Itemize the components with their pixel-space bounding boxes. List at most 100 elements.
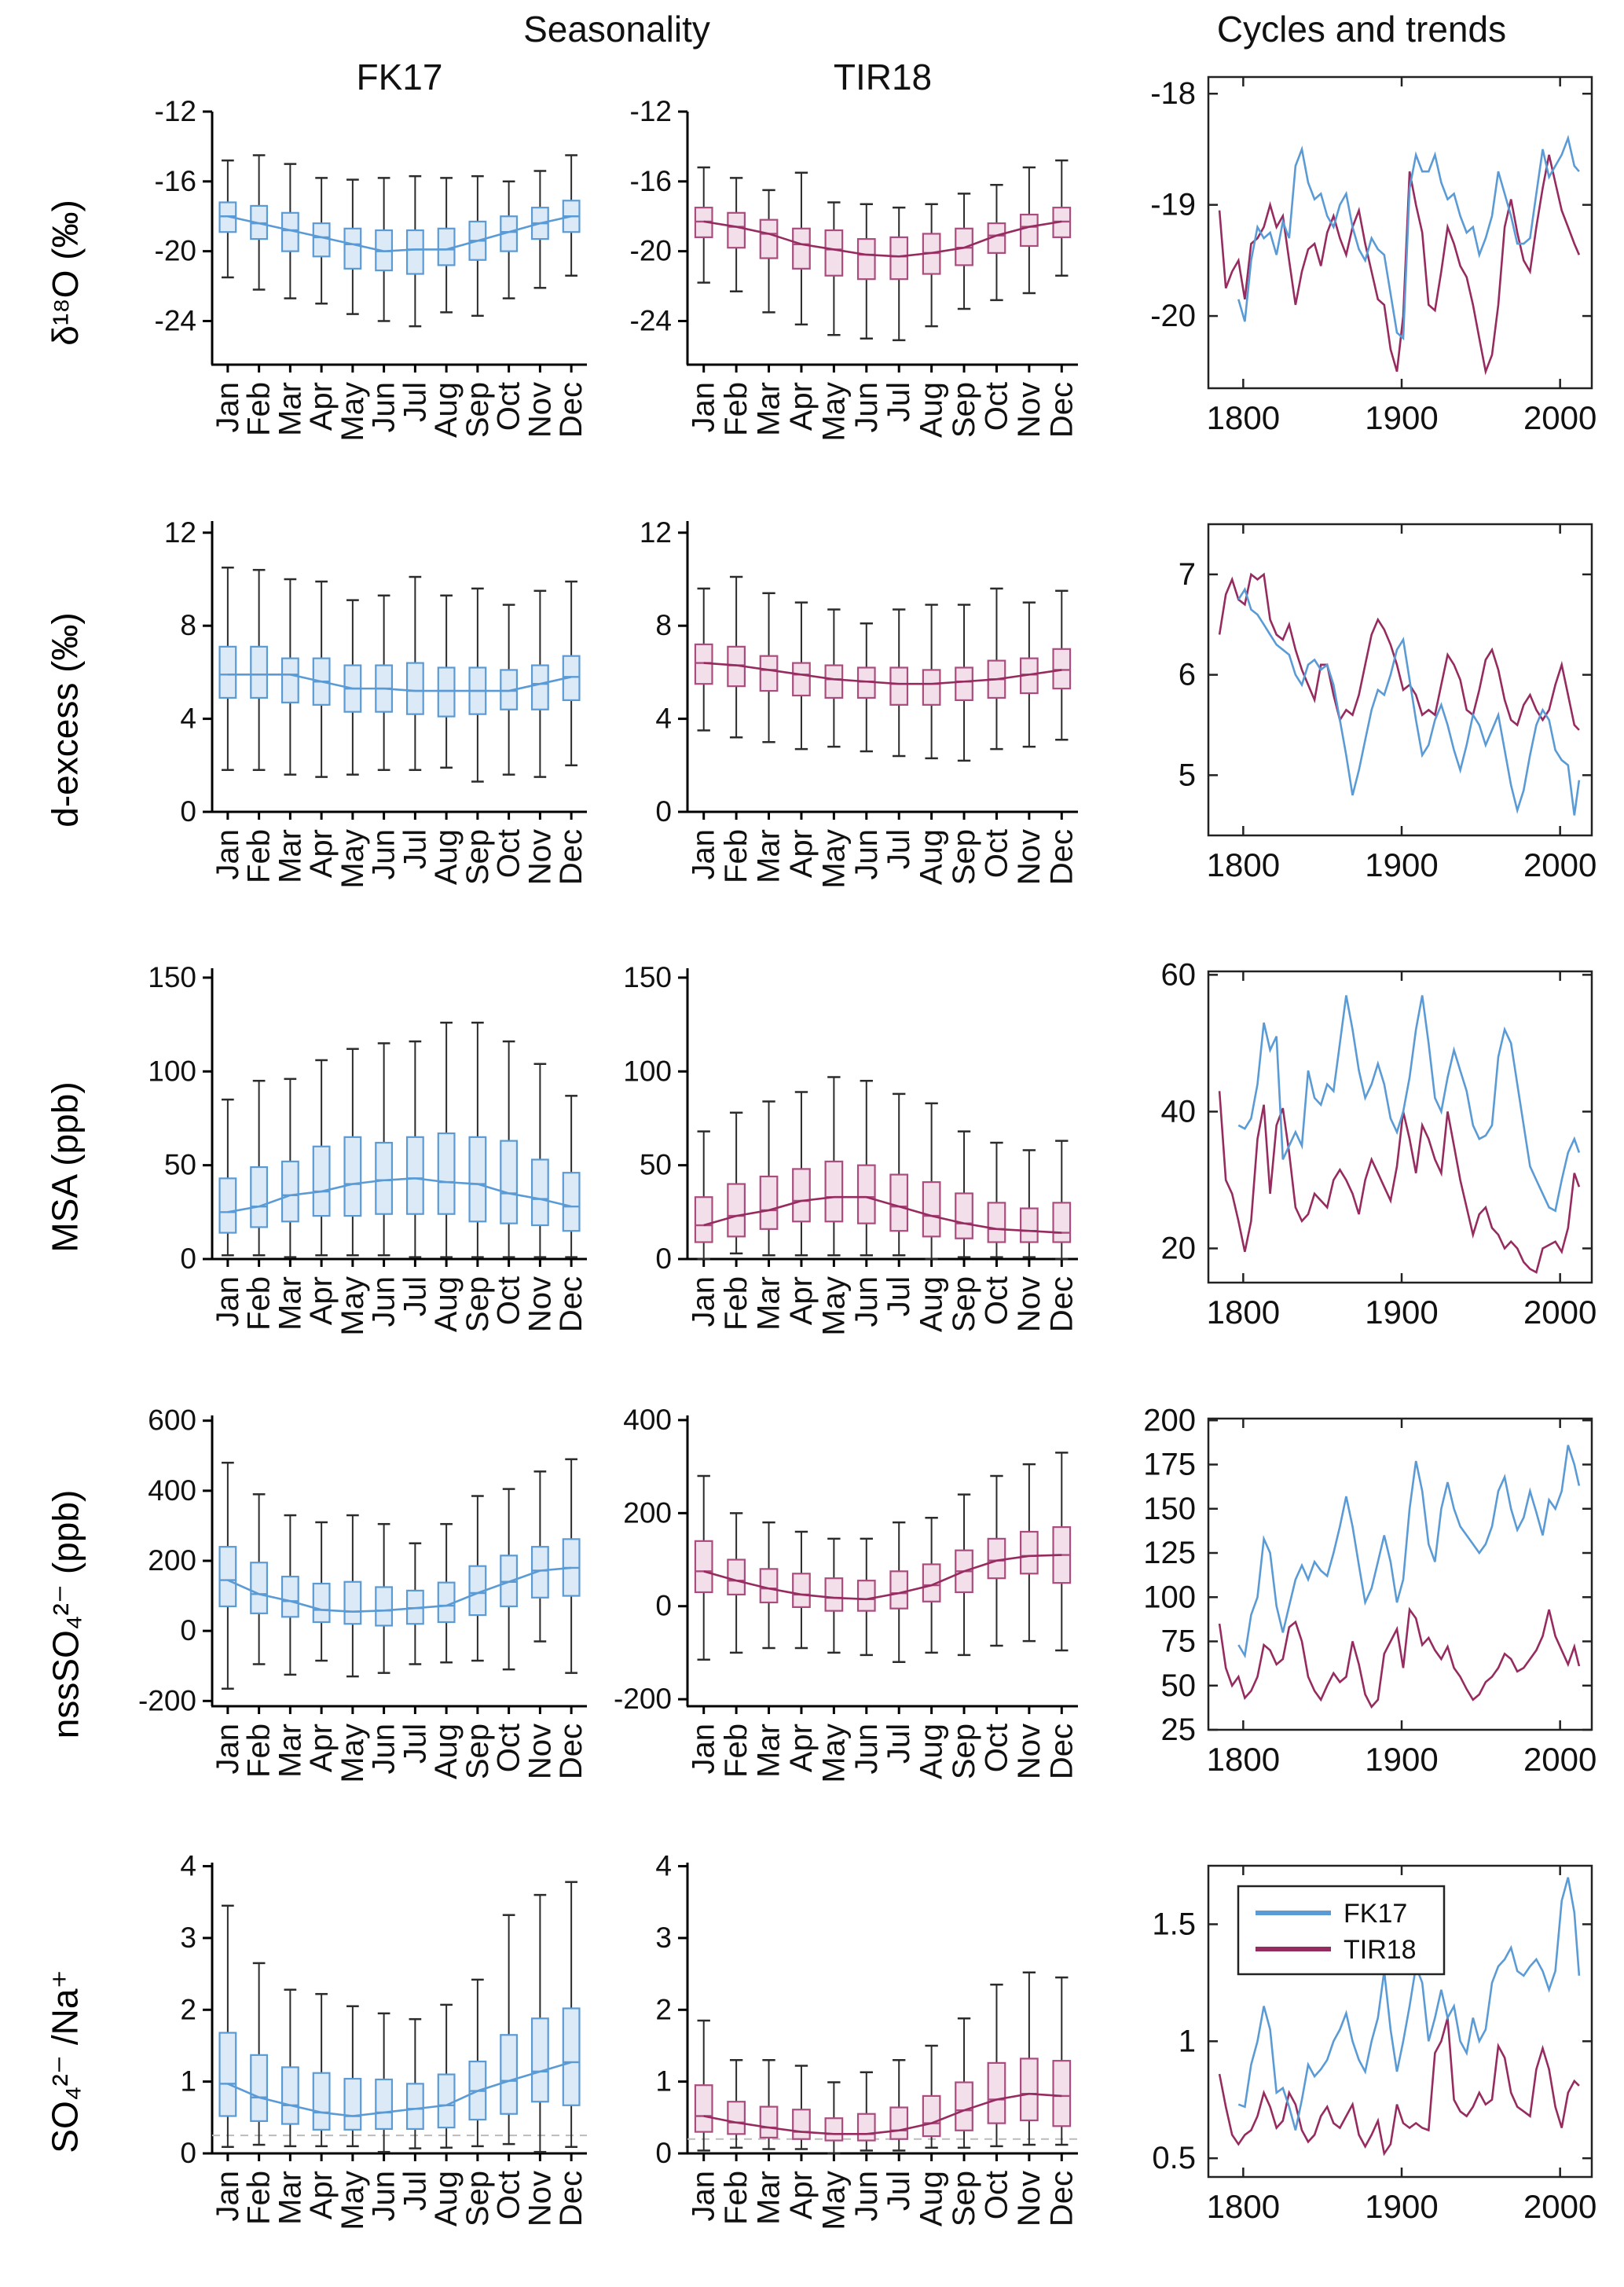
svg-text:Mar: Mar [752, 1724, 786, 1778]
svg-text:Jan: Jan [211, 382, 245, 433]
svg-text:Jul: Jul [398, 829, 432, 869]
svg-text:Sep: Sep [460, 2171, 495, 2226]
svg-text:Feb: Feb [719, 382, 753, 436]
svg-text:Oct: Oct [492, 829, 526, 878]
svg-text:Feb: Feb [242, 829, 277, 883]
svg-text:Sep: Sep [460, 1724, 495, 1779]
svg-text:150: 150 [623, 961, 672, 993]
svg-text:2: 2 [655, 1993, 672, 2025]
boxplot-fk17-d18O: FK17 -12 -16 -20 -24 JanFebMarAprMayJunJulAug… [155, 57, 589, 442]
svg-text:Jun: Jun [367, 829, 401, 880]
svg-text:0: 0 [180, 2137, 196, 2169]
svg-text:Jul: Jul [398, 1724, 432, 1764]
svg-text:Jan: Jan [687, 829, 721, 880]
svg-text:Aug: Aug [429, 2171, 464, 2226]
seasonality-title: Seasonality [523, 9, 710, 50]
svg-text:Mar: Mar [752, 1276, 786, 1331]
svg-text:Jan: Jan [211, 1276, 245, 1327]
cycles-title: Cycles and trends [1216, 9, 1507, 50]
svg-text:200: 200 [623, 1496, 672, 1529]
svg-text:7: 7 [1179, 557, 1196, 592]
boxplot-tir18-SO4-Na-ratio: 0 1 2 3 4 JanFebMarAprMayJunJulAugSepOctNovDe… [655, 1850, 1079, 2230]
boxplot-tir18-nssSO4: -200 0 200 400 JanFebMarAprMayJunJulAugSepOc… [614, 1404, 1079, 1783]
svg-text:1900: 1900 [1365, 1741, 1438, 1778]
trend-line-fk17 [1237, 1877, 1581, 2131]
svg-text:2000: 2000 [1523, 846, 1597, 883]
svg-text:75: 75 [1161, 1624, 1197, 1659]
panel-title-tir18: TIR18 [834, 57, 932, 97]
svg-text:3: 3 [180, 1922, 196, 1954]
svg-text:Aug: Aug [429, 1724, 464, 1779]
svg-text:1800: 1800 [1207, 846, 1280, 883]
svg-text:May: May [816, 382, 851, 442]
svg-text:Aug: Aug [429, 829, 464, 885]
svg-text:-24: -24 [155, 304, 196, 336]
svg-text:Sep: Sep [947, 1276, 981, 1332]
svg-text:1: 1 [180, 2065, 196, 2098]
svg-text:50: 50 [164, 1149, 196, 1181]
svg-text:May: May [335, 1724, 370, 1783]
svg-text:Jul: Jul [882, 382, 916, 422]
row-label-d-excess: d-excess (‰) [45, 611, 86, 828]
trend-SO4-Na-ratio: 0.5 1 1.5 1800 1900 2000 FK17 TIR18 [1152, 1864, 1597, 2225]
svg-text:Dec: Dec [554, 829, 588, 885]
svg-text:4: 4 [655, 1850, 672, 1882]
svg-text:Oct: Oct [979, 1724, 1014, 1772]
trend-line-tir18 [1218, 572, 1580, 731]
svg-text:Jun: Jun [849, 2171, 884, 2222]
svg-text:Sep: Sep [947, 829, 981, 885]
svg-text:May: May [335, 829, 370, 889]
svg-text:2000: 2000 [1523, 399, 1597, 436]
svg-text:Mar: Mar [273, 2171, 307, 2225]
svg-text:Feb: Feb [242, 1276, 277, 1331]
svg-text:May: May [816, 829, 851, 889]
svg-text:Oct: Oct [979, 382, 1014, 431]
svg-text:0: 0 [180, 1614, 196, 1646]
svg-text:125: 125 [1143, 1536, 1196, 1570]
svg-text:Dec: Dec [1044, 1724, 1079, 1779]
figure-row-d-excess: d-excess (‰) 0 4 8 12 Jan Feb Mar Apr May Jun Jul Au… [6, 496, 1609, 943]
panel-grid: δ¹⁸O (‰) FK17 -12 -16 -20 -24 Jan Feb Mar Apr May J… [6, 49, 1609, 2285]
svg-text:Aug: Aug [915, 2171, 949, 2226]
svg-text:50: 50 [1161, 1668, 1197, 1703]
trend-line-fk17 [1237, 586, 1581, 816]
trend-d-excess: 5 6 7 1800 1900 2000 [1179, 523, 1597, 883]
panel-title-fk17: FK17 [357, 57, 443, 97]
svg-text:Nov: Nov [1012, 1724, 1047, 1779]
svg-text:Aug: Aug [915, 1724, 949, 1779]
svg-text:Aug: Aug [915, 382, 949, 438]
svg-text:5: 5 [1179, 758, 1196, 792]
svg-text:Dec: Dec [1044, 1276, 1079, 1332]
svg-text:175: 175 [1143, 1448, 1196, 1482]
svg-text:-24: -24 [630, 304, 672, 336]
svg-text:20: 20 [1161, 1231, 1197, 1265]
svg-text:Nov: Nov [1012, 1276, 1047, 1332]
svg-text:1900: 1900 [1365, 2188, 1438, 2225]
figure-row-SO4-Na-ratio: SO₄²⁻ /Na⁺ 0 1 2 3 4 Jan Feb Mar Apr May Jun Jul Aug S… [6, 1837, 1609, 2285]
svg-text:Sep: Sep [947, 382, 981, 438]
svg-text:Jun: Jun [367, 1724, 401, 1775]
svg-text:Jan: Jan [687, 382, 721, 433]
svg-text:Sep: Sep [460, 382, 495, 438]
svg-text:100: 100 [623, 1055, 672, 1087]
boxplot-fk17-d-excess: 0 4 8 12 JanFebMarAprMayJunJulAugSepOctNovDe… [164, 516, 588, 889]
svg-text:Jun: Jun [849, 829, 884, 880]
svg-text:400: 400 [623, 1404, 672, 1436]
svg-text:Feb: Feb [719, 2171, 753, 2225]
svg-text:0: 0 [180, 1243, 196, 1275]
svg-text:0: 0 [180, 795, 196, 828]
svg-text:Dec: Dec [554, 2171, 588, 2226]
svg-text:1900: 1900 [1365, 399, 1438, 436]
svg-text:Jul: Jul [882, 829, 916, 869]
svg-text:8: 8 [180, 609, 196, 641]
svg-text:50: 50 [640, 1149, 672, 1181]
boxplot-fk17-SO4-Na-ratio: 0 1 2 3 4 JanFebMarAprMayJunJulAugSepOctNovDe… [180, 1850, 588, 2230]
figure-row-nssSO4: nssSO₄²⁻ (ppb) -200 0 200 400 600 Jan Feb Mar Apr… [6, 1390, 1609, 1837]
svg-text:Feb: Feb [719, 1276, 753, 1331]
svg-text:Oct: Oct [492, 1724, 526, 1772]
svg-text:2: 2 [180, 1993, 196, 2025]
svg-text:Mar: Mar [273, 382, 307, 436]
svg-text:Jun: Jun [367, 382, 401, 433]
svg-text:2000: 2000 [1523, 1294, 1597, 1331]
svg-text:Jan: Jan [687, 2171, 721, 2222]
